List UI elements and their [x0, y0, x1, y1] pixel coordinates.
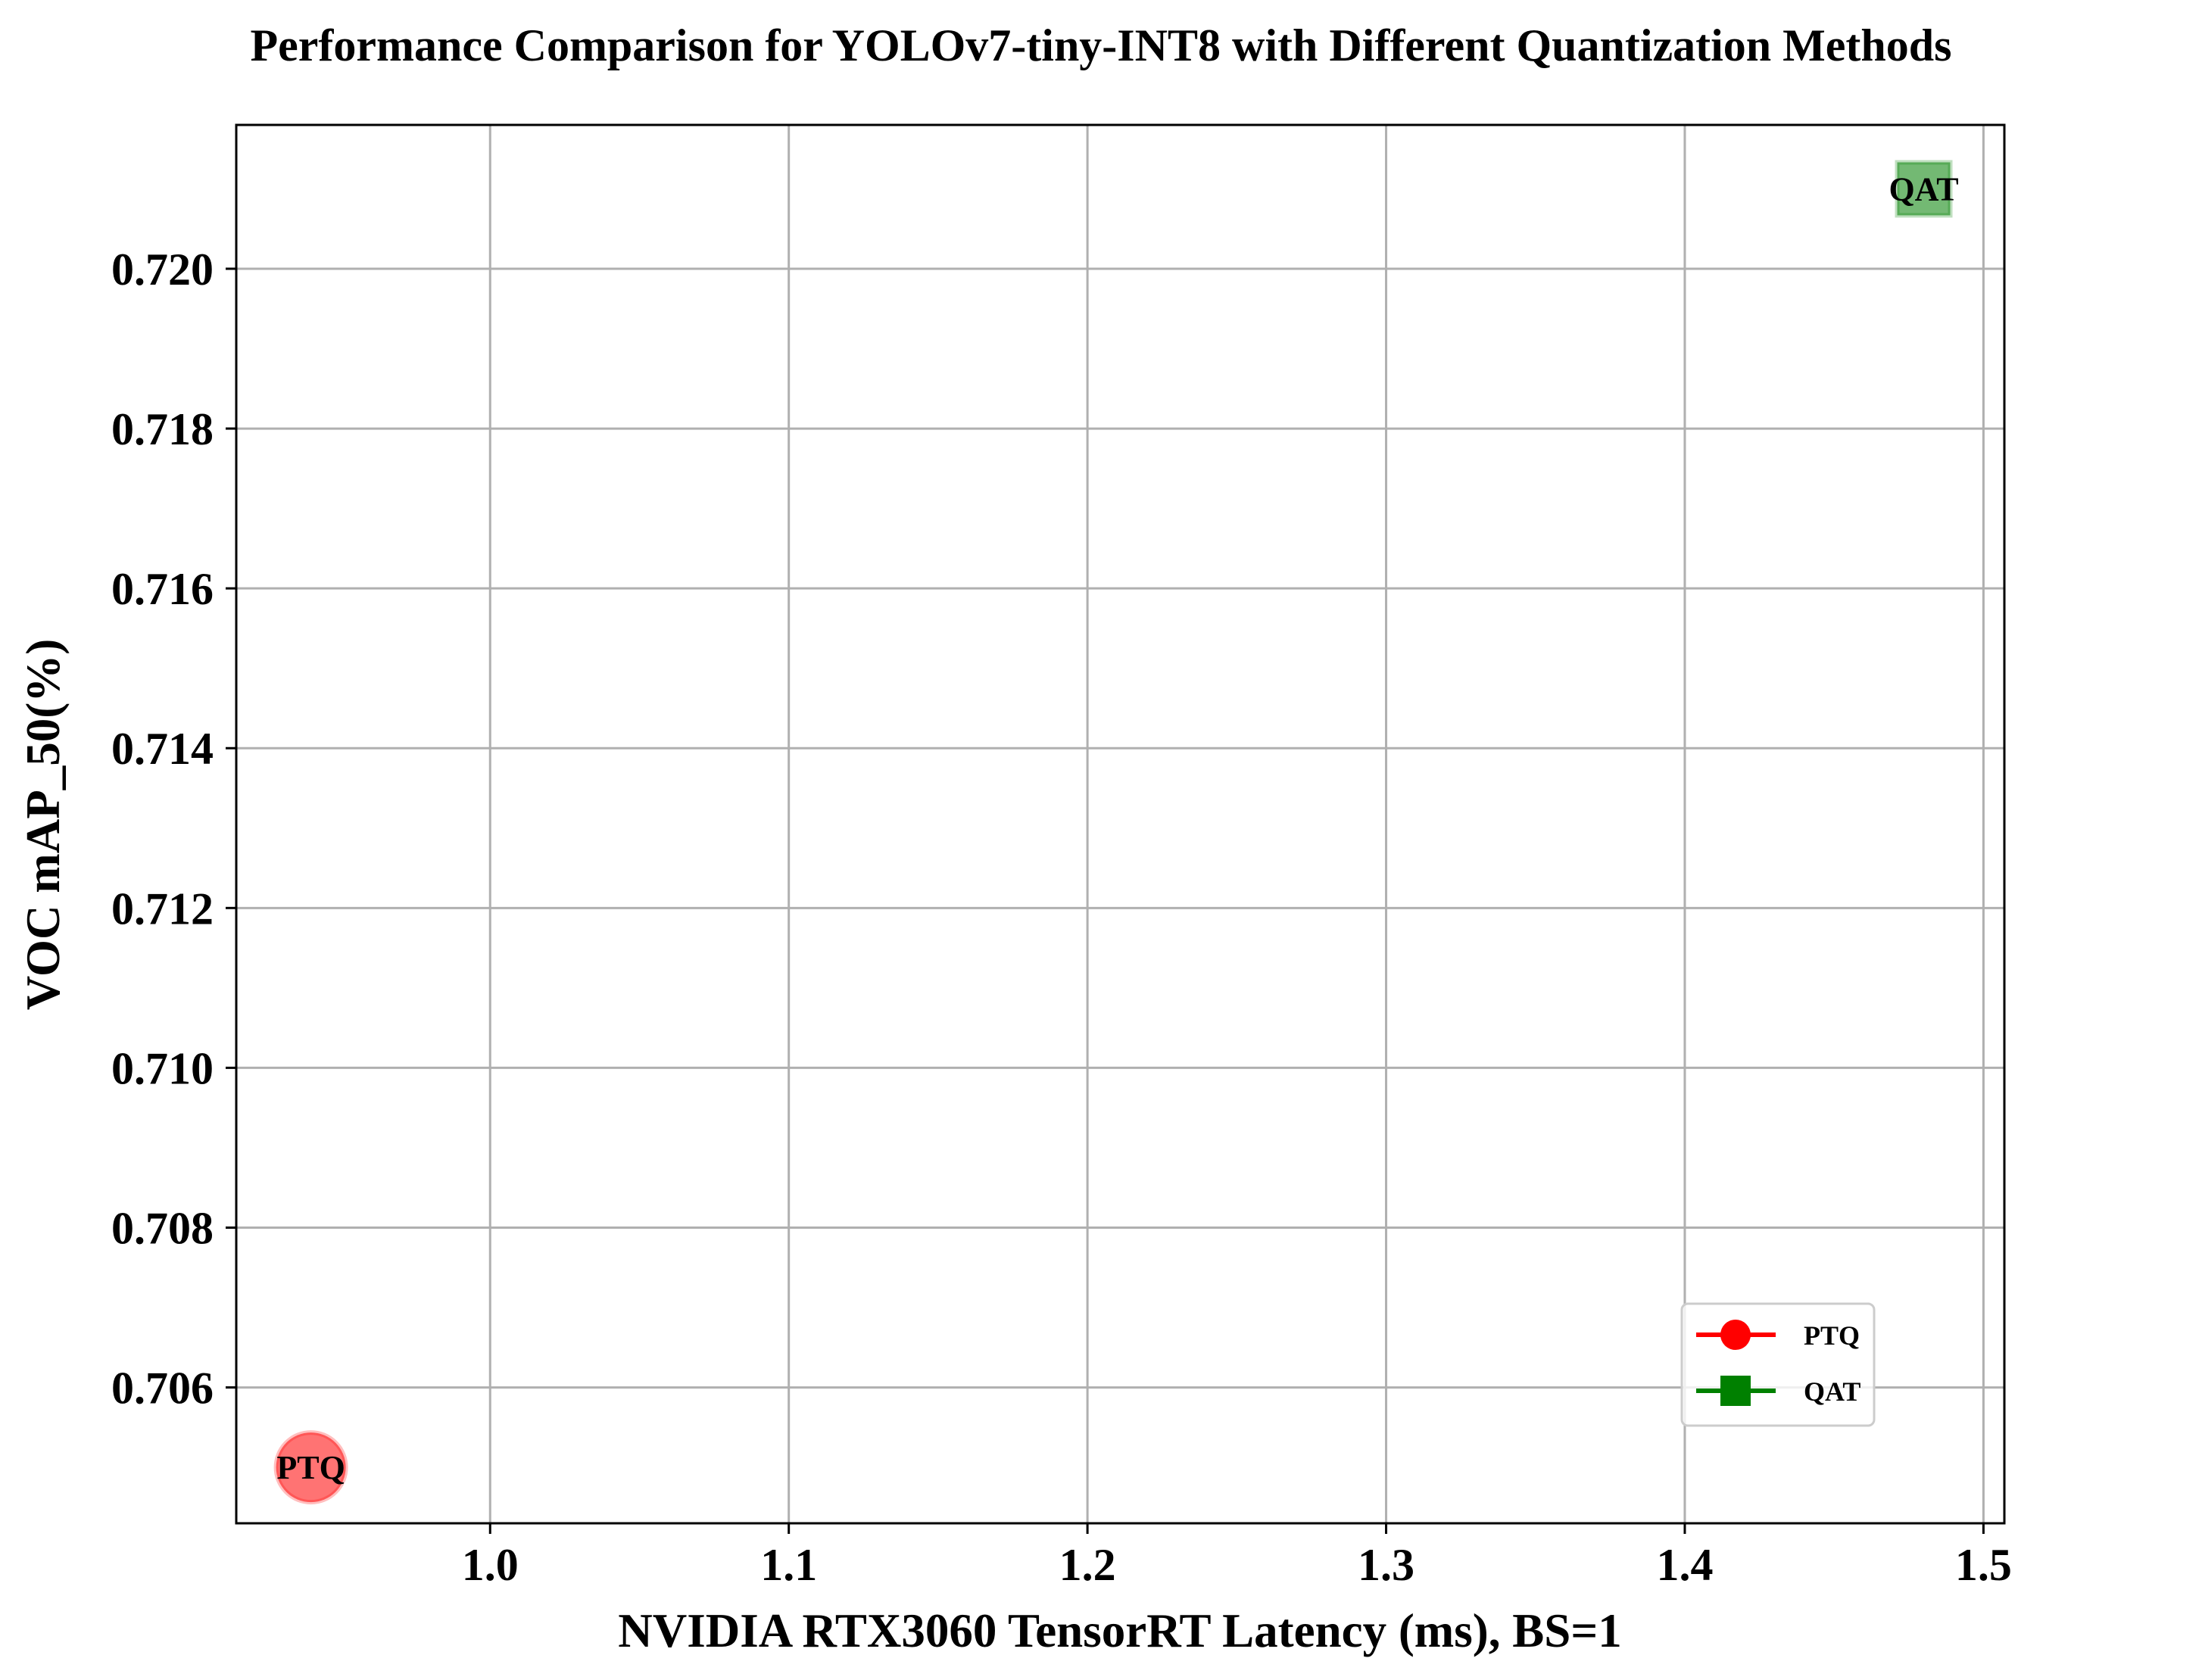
chart-title: Performance Comparison for YOLOv7-tiny-I… — [250, 20, 1951, 70]
qat-point — [1895, 160, 1953, 218]
x-tick-label: 1.4 — [1656, 1540, 1713, 1590]
y-tick-label: 0.710 — [111, 1043, 214, 1093]
y-gridlines — [236, 267, 2004, 1389]
x-tick-label: 1.0 — [462, 1540, 519, 1590]
y-tick-label: 0.718 — [111, 404, 214, 454]
x-axis-ticks: 1.0 1.1 1.2 1.3 1.4 1.5 — [462, 1523, 2012, 1590]
legend-qat-label: QAT — [1804, 1376, 1860, 1407]
legend-ptq-marker — [1720, 1320, 1751, 1350]
plot-area-frame — [235, 123, 2006, 1525]
qat-point-label: QAT — [1889, 170, 1958, 207]
y-tick-label: 0.720 — [111, 245, 214, 295]
ptq-point — [273, 1430, 348, 1505]
x-tick-label: 1.2 — [1059, 1540, 1116, 1590]
y-tick-label: 0.706 — [111, 1364, 214, 1414]
legend-ptq-label: PTQ — [1804, 1320, 1860, 1351]
y-axis-label: VOC mAP_50(%) — [17, 639, 70, 1010]
x-axis-label: NVIDIA RTX3060 TensorRT Latency (ms), BS… — [618, 1604, 1621, 1657]
y-axis-ticks: 0.706 0.708 0.710 0.712 0.714 0.716 0.718 0.720 — [111, 245, 236, 1414]
data-points: PTQ QAT — [273, 160, 1959, 1505]
y-tick-label: 0.716 — [111, 564, 214, 614]
ptq-point-label: PTQ — [276, 1449, 345, 1486]
x-gridlines — [488, 125, 1985, 1523]
x-tick-label: 1.5 — [1955, 1540, 2012, 1590]
y-tick-label: 0.714 — [111, 724, 214, 774]
legend: PTQ QAT — [1680, 1302, 1876, 1427]
x-tick-label: 1.3 — [1358, 1540, 1414, 1590]
x-tick-label: 1.1 — [760, 1540, 817, 1590]
y-tick-label: 0.708 — [111, 1203, 214, 1253]
legend-qat-marker — [1720, 1376, 1751, 1406]
y-tick-label: 0.712 — [111, 884, 214, 934]
